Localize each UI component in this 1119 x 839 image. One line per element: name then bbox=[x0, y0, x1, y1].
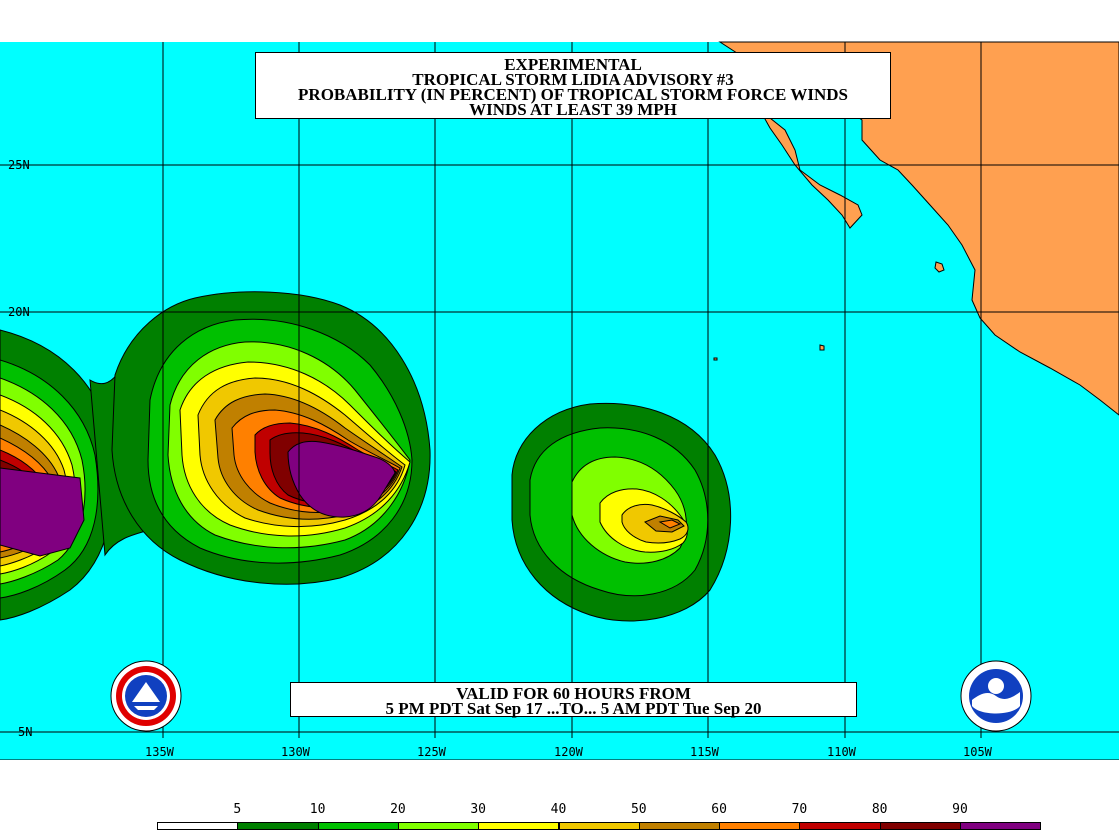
lat-label-20n: 20N bbox=[8, 305, 30, 319]
legend-swatch bbox=[317, 822, 399, 830]
legend-swatch bbox=[719, 822, 801, 830]
lon-label-115w: 115W bbox=[690, 745, 719, 759]
legend-value-label: 90 bbox=[952, 802, 968, 817]
storm-center-contours bbox=[111, 291, 431, 585]
lon-label-125w: 125W bbox=[417, 745, 446, 759]
lon-label-110w: 110W bbox=[827, 745, 856, 759]
legend-swatch bbox=[638, 822, 721, 830]
legend-value-label: 10 bbox=[309, 802, 326, 817]
legend-swatch bbox=[799, 822, 881, 830]
valid-line-1: VALID FOR 60 HOURS FROM bbox=[456, 684, 691, 703]
storm-left-contours bbox=[0, 329, 115, 621]
title-box: EXPERIMENTAL TROPICAL STORM LIDIA ADVISO… bbox=[255, 52, 891, 119]
legend-swatch bbox=[960, 822, 1042, 830]
lon-label-135w: 135W bbox=[145, 745, 174, 759]
noaa-logo-icon bbox=[960, 660, 1032, 732]
islands bbox=[713, 261, 945, 361]
legend-swatch bbox=[397, 822, 480, 830]
legend-swatch bbox=[478, 822, 560, 830]
legend-value-label: 30 bbox=[470, 802, 487, 817]
probability-map bbox=[0, 41, 1119, 760]
valid-line-2: 5 PM PDT Sat Sep 17 ...TO... 5 AM PDT Tu… bbox=[385, 699, 762, 718]
lon-label-130w: 130W bbox=[281, 745, 310, 759]
lon-label-120w: 120W bbox=[554, 745, 583, 759]
lat-label-25n: 25N bbox=[8, 158, 30, 172]
legend-value-label: 40 bbox=[550, 802, 567, 817]
title-line-4: WINDS AT LEAST 39 MPH bbox=[469, 100, 677, 119]
legend-value-label: 80 bbox=[871, 802, 888, 817]
legend-value-label: 60 bbox=[711, 802, 727, 817]
valid-time-box: VALID FOR 60 HOURS FROM 5 PM PDT Sat Sep… bbox=[290, 682, 857, 717]
legend-swatch bbox=[237, 822, 319, 830]
lon-label-105w: 105W bbox=[963, 745, 992, 759]
legend-value-label: 50 bbox=[630, 802, 647, 817]
storm-right-contours bbox=[511, 402, 732, 622]
legend-swatch bbox=[558, 822, 640, 830]
legend-value-label: 70 bbox=[791, 802, 808, 817]
nws-logo-icon bbox=[110, 660, 182, 732]
lat-label-5n: 5N bbox=[18, 725, 33, 739]
title-line-3: PROBABILITY (IN PERCENT) OF TROPICAL STO… bbox=[298, 85, 848, 104]
legend-value-label: 20 bbox=[390, 802, 406, 817]
title-line-2: TROPICAL STORM LIDIA ADVISORY #3 bbox=[412, 70, 734, 89]
land-baja bbox=[759, 109, 863, 229]
legend-swatch bbox=[157, 822, 239, 830]
graticule bbox=[0, 42, 1119, 738]
title-line-1: EXPERIMENTAL bbox=[504, 55, 642, 74]
legend-value-label: 5 bbox=[233, 802, 242, 817]
legend-swatch bbox=[879, 822, 961, 830]
